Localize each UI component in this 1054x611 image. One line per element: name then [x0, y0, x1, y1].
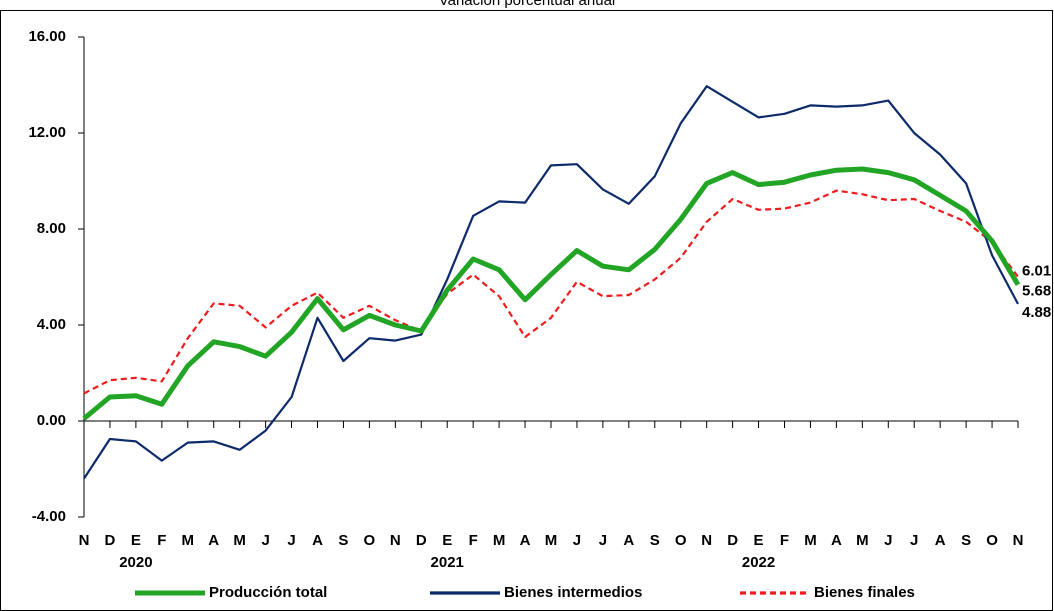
x-tick-label: D [105, 532, 116, 549]
x-tick-label: N [79, 532, 90, 549]
x-tick-label: J [599, 532, 607, 549]
x-tick-label: J [910, 532, 918, 549]
legend-label: Producción total [209, 584, 327, 601]
x-tick-label: M [856, 532, 869, 549]
x-tick-label: A [312, 532, 323, 549]
x-tick-label: O [675, 532, 687, 549]
x-tick-label: F [157, 532, 166, 549]
x-tick-label: D [416, 532, 427, 549]
x-tick-label: F [780, 532, 789, 549]
x-tick-label: E [131, 532, 141, 549]
x-tick-label: E [754, 532, 764, 549]
x-tick-label: F [469, 532, 478, 549]
x-tick-label: A [208, 532, 219, 549]
series-line [82, 166, 1021, 421]
x-tick-label: A [520, 532, 531, 549]
x-tick-label: M [804, 532, 817, 549]
series-line [83, 189, 1019, 395]
x-tick-label: N [701, 532, 712, 549]
value-label: 5.68 [1022, 283, 1051, 300]
x-tick-label: A [831, 532, 842, 549]
x-tick-label: S [338, 532, 348, 549]
chart-title: Variación porcentual anual [439, 0, 616, 9]
y-tick-label: 16.00 [28, 28, 66, 45]
x-tick-label: A [935, 532, 946, 549]
x-tick-label: M [545, 532, 558, 549]
x-tick-label: N [390, 532, 401, 549]
series-line [83, 85, 1019, 480]
x-tick-label: D [727, 532, 738, 549]
x-tick-label: M [233, 532, 246, 549]
y-tick-label: 8.00 [37, 220, 66, 237]
y-tick-label: -4.00 [32, 508, 66, 525]
y-tick-label: 4.00 [37, 316, 66, 333]
x-tick-label: O [364, 532, 376, 549]
x-tick-label: A [623, 532, 634, 549]
x-tick-label: M [182, 532, 195, 549]
legend-label: Bienes finales [814, 584, 915, 601]
legend-label: Bienes intermedios [504, 584, 642, 601]
x-tick-label: O [986, 532, 998, 549]
x-tick-label: J [573, 532, 581, 549]
x-tick-label: N [1013, 532, 1024, 549]
chart-frame [0, 10, 1053, 611]
value-label: 6.01 [1022, 263, 1051, 280]
x-tick-label: J [261, 532, 269, 549]
value-label: 4.88 [1022, 304, 1051, 321]
x-tick-label: S [961, 532, 971, 549]
year-label: 2021 [431, 554, 464, 571]
x-tick-label: M [493, 532, 506, 549]
y-tick-label: 12.00 [28, 124, 66, 141]
y-tick-label: 0.00 [37, 412, 66, 429]
x-tick-label: S [650, 532, 660, 549]
year-label: 2022 [742, 554, 775, 571]
x-tick-label: J [884, 532, 892, 549]
x-tick-label: E [442, 532, 452, 549]
x-tick-label: J [287, 532, 295, 549]
year-label: 2020 [119, 554, 152, 571]
